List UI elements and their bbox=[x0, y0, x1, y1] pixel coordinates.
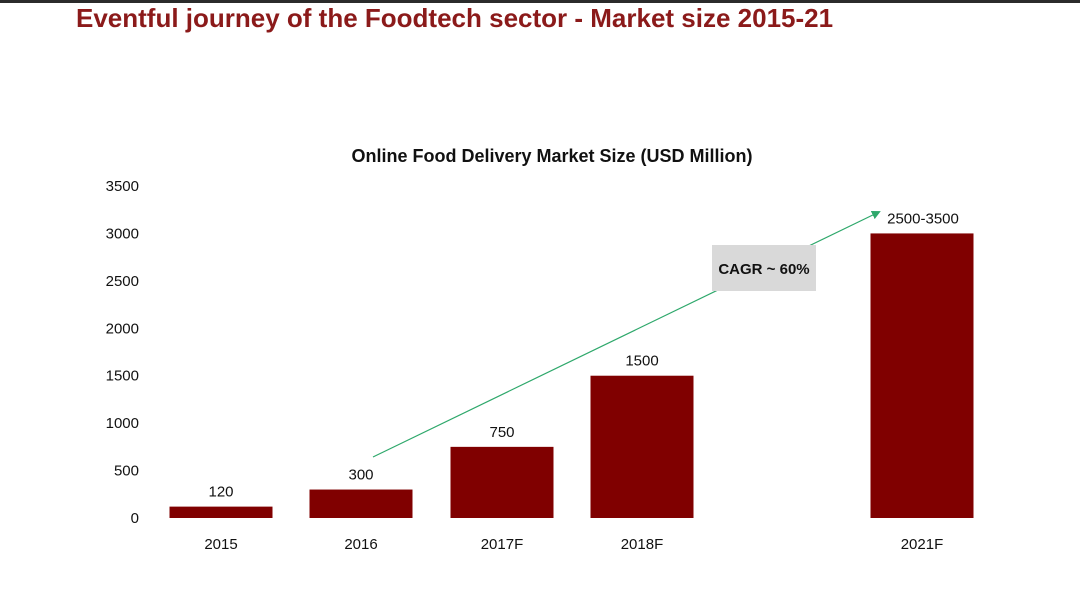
x-axis: 2015 2016 2017F 2018F 2021F bbox=[204, 536, 943, 553]
y-tick-label: 0 bbox=[131, 510, 139, 527]
x-tick-label: 2018F bbox=[621, 536, 664, 553]
page-title: Eventful journey of the Foodtech sector … bbox=[76, 3, 834, 33]
data-label: 1500 bbox=[625, 353, 658, 370]
x-tick-label: 2017F bbox=[481, 536, 524, 553]
data-label: 750 bbox=[489, 424, 514, 441]
data-label: 2500-3500 bbox=[887, 210, 959, 227]
x-tick-label: 2021F bbox=[901, 536, 944, 553]
y-axis: 0 500 1000 1500 2000 2500 3000 3500 bbox=[106, 178, 139, 527]
y-tick-label: 500 bbox=[114, 463, 139, 480]
bar bbox=[169, 506, 273, 518]
y-tick-label: 1000 bbox=[106, 415, 139, 432]
bar bbox=[870, 233, 974, 518]
bar bbox=[309, 489, 413, 518]
bar bbox=[590, 375, 694, 518]
y-tick-label: 1500 bbox=[106, 368, 139, 385]
y-tick-label: 2500 bbox=[106, 273, 139, 290]
chart-title: Online Food Delivery Market Size (USD Mi… bbox=[351, 146, 752, 166]
y-tick-label: 2000 bbox=[106, 320, 139, 337]
data-label: 300 bbox=[348, 467, 373, 484]
bars bbox=[169, 233, 974, 518]
data-labels: 120 300 750 1500 2500-3500 bbox=[208, 210, 958, 500]
data-label: 120 bbox=[208, 484, 233, 501]
x-tick-label: 2015 bbox=[204, 536, 237, 553]
bar bbox=[450, 446, 554, 518]
cagr-annotation: CAGR ~ 60% bbox=[372, 211, 881, 458]
top-rule bbox=[0, 0, 1080, 3]
y-tick-label: 3000 bbox=[106, 225, 139, 242]
cagr-label: CAGR ~ 60% bbox=[718, 261, 809, 278]
y-tick-label: 3500 bbox=[106, 178, 139, 195]
x-tick-label: 2016 bbox=[344, 536, 377, 553]
cagr-box bbox=[712, 245, 816, 291]
